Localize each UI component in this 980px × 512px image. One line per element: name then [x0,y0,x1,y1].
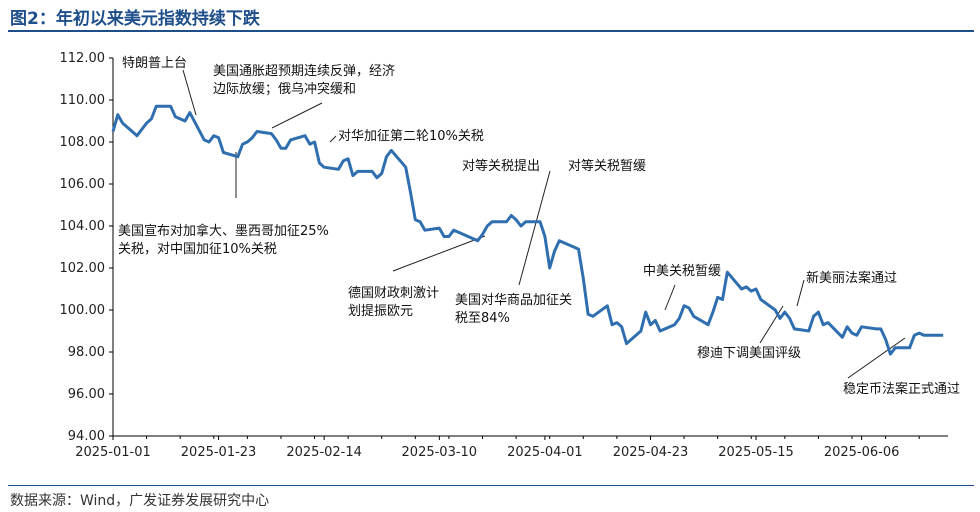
annotation-leader [518,170,551,286]
chart-axes: 94.00 96.00 98.00 100.00 102.00 104.00 106.00 1… [60,51,948,460]
annotation-text: 美国通胀超预期连续反弹，经济 [213,63,395,79]
annotation-leader [847,337,906,379]
figure-title: 图2：年初以来美元指数持续下跌 [10,9,260,29]
x-tick-label: 2025-01-23 [181,445,257,460]
source-rule [8,485,974,486]
annotation-leader [759,305,784,344]
y-tick-label: 106.00 [60,177,106,192]
x-tick-label: 2025-06-06 [824,445,900,460]
title-rule [8,30,974,32]
x-tick-label: 2025-04-23 [613,445,689,460]
x-tick-label: 2025-04-01 [507,445,583,460]
annotation-leader [271,102,323,129]
annotation-texts: 特朗普上台 美国通胀超预期连续反弹，经济边际放缓；俄乌冲突缓和美国宣布对加拿大、墨… [118,56,960,397]
x-tick-label: 2025-05-15 [718,445,794,460]
y-tick-label: 102.00 [60,261,106,276]
annotation-text: 中美关税暂缓 [643,264,721,279]
annotation-text: 稳定币法案正式通过 [843,381,960,397]
annotation-text: 穆迪下调美国评级 [697,346,801,361]
annotation-text: 美国宣布对加拿大、墨西哥加征25% [118,223,329,239]
y-tick-label: 110.00 [60,93,106,108]
x-tick-label: 2025-03-10 [402,445,478,460]
annotation-text: 特朗普上台 [122,56,187,71]
annotation-leader-lines [182,69,906,379]
annotation-text: 划提振欧元 [348,303,413,319]
annotation-text: 对华加征第二轮10%关税 [338,129,484,144]
y-tick-label: 94.00 [68,429,105,444]
annotation-text: 关税，对中国加征10%关税 [118,242,277,257]
x-tick-label: 2025-01-01 [75,445,151,460]
annotation-leader [796,279,805,307]
x-tick-label: 2025-02-14 [286,445,362,460]
annotation-leader [329,135,337,143]
annotation-leader [664,284,676,311]
annotation-text: 边际放缓；俄乌冲突缓和 [213,81,356,97]
source-note: 数据来源：Wind，广发证券发展研究中心 [10,493,270,509]
y-tick-label: 108.00 [60,135,106,150]
y-tick-label: 98.00 [68,345,105,360]
annotation-text: 美国对华商品加征关 [455,293,572,308]
y-tick-label: 96.00 [68,387,105,402]
annotation-text: 新美丽法案通过 [806,270,897,286]
y-tick-label: 112.00 [60,51,106,66]
annotation-text: 德国财政刺激计 [348,286,439,301]
series-line [111,104,944,356]
annotation-leader [182,69,197,116]
annotation-text: 税至84% [455,311,510,326]
annotation-leader [392,235,486,272]
annotation-text: 对等关税暂缓 [568,158,646,174]
y-tick-label: 104.00 [60,219,106,234]
annotation-text: 对等关税提出 [462,158,540,174]
y-tick-label: 100.00 [60,303,106,318]
